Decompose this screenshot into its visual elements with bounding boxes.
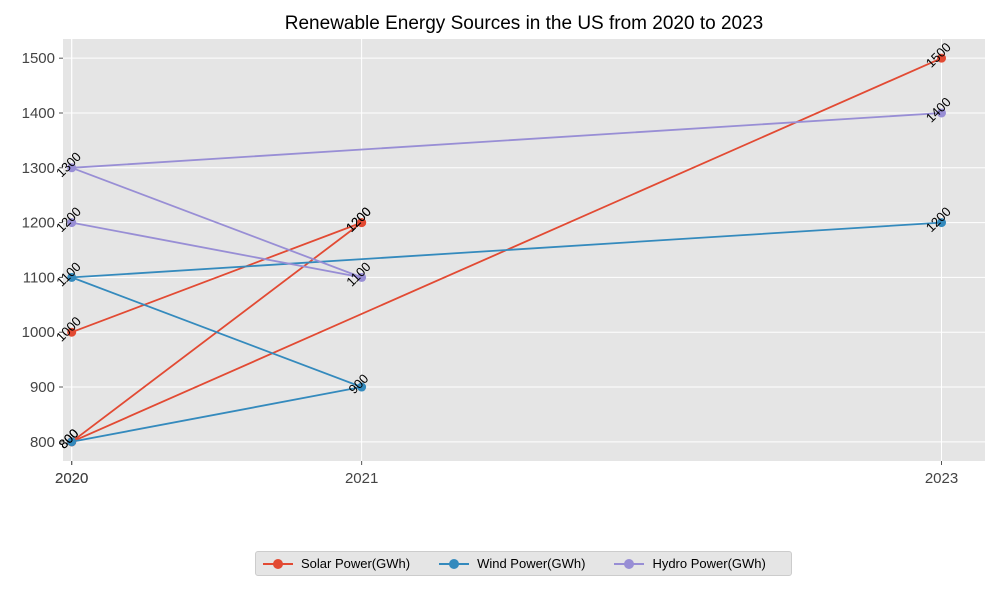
y-tick-label: 900 bbox=[30, 379, 55, 396]
data-point bbox=[937, 218, 947, 228]
y-tick-label: 800 bbox=[30, 434, 55, 451]
data-point bbox=[357, 382, 367, 392]
x-tick-label: 2020 bbox=[55, 470, 88, 487]
legend-label: Wind Power(GWh) bbox=[477, 556, 586, 571]
data-point bbox=[67, 218, 77, 228]
data-point bbox=[937, 108, 947, 118]
y-tick-label: 1000 bbox=[22, 324, 55, 341]
legend-swatch bbox=[614, 558, 645, 570]
data-point bbox=[67, 327, 77, 337]
series-line bbox=[71, 221, 942, 443]
legend-swatch bbox=[439, 558, 470, 570]
legend-item: Wind Power(GWh) bbox=[439, 556, 585, 571]
x-tick-label: 2021 bbox=[345, 470, 378, 487]
data-point bbox=[67, 272, 77, 282]
plot-background bbox=[63, 39, 985, 461]
data-point bbox=[937, 53, 947, 63]
y-tick-label: 1200 bbox=[22, 215, 55, 232]
y-tick-label: 1300 bbox=[22, 160, 55, 177]
data-point bbox=[67, 163, 77, 173]
x-tick-label: 2020 bbox=[55, 470, 88, 487]
legend-label: Hydro Power(GWh) bbox=[652, 556, 766, 571]
y-tick-label: 1100 bbox=[23, 269, 55, 286]
y-tick-label: 1400 bbox=[22, 105, 55, 122]
legend-item: Solar Power(GWh) bbox=[263, 556, 410, 571]
legend-label: Solar Power(GWh) bbox=[301, 556, 411, 571]
data-point bbox=[357, 218, 367, 228]
legend-item: Hydro Power(GWh) bbox=[614, 556, 766, 571]
y-tick-label: 1500 bbox=[22, 50, 55, 67]
chart-title: Renewable Energy Sources in the US from … bbox=[285, 13, 763, 34]
data-point bbox=[67, 437, 77, 447]
x-tick-label: 2023 bbox=[925, 470, 958, 487]
legend: Solar Power(GWh) Wind Power(GWh) Hydro Pow… bbox=[255, 551, 792, 576]
series-lines bbox=[71, 57, 942, 443]
data-point bbox=[357, 272, 367, 282]
series-line bbox=[71, 112, 942, 279]
legend-swatch bbox=[263, 558, 293, 570]
series-points bbox=[67, 53, 947, 447]
